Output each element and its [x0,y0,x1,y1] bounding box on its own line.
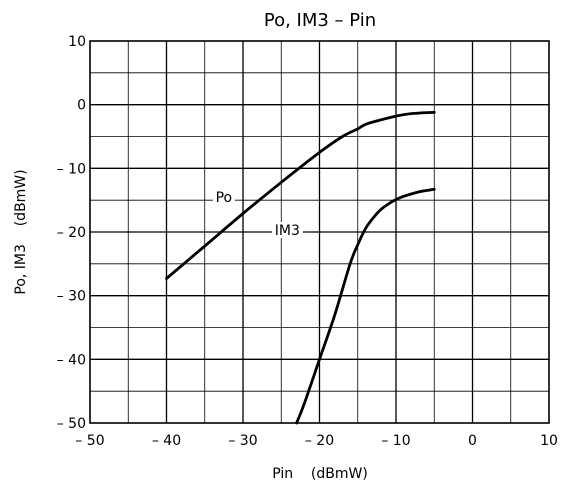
y-tick-label: – 20 [57,225,86,241]
y-tick-label: 10 [68,34,86,50]
plot-frame [89,40,550,424]
x-tick-label: 0 [468,433,477,449]
series-lines [165,110,436,425]
y-tick-label: 0 [77,98,86,114]
y-tick-labels: 10 0 – 10 – 20 – 30 – 40 – 50 [57,34,86,432]
x-tick-label: 10 [540,433,558,449]
series-labels: Po IM3 [212,188,303,239]
x-tick-label: – 30 [228,433,257,449]
series-label-bg [212,188,235,205]
x-tick-label: – 20 [305,433,334,449]
y-axis-label: Po, IM3 (dBmW) [13,169,29,294]
series-label-im3: IM3 [275,223,300,239]
series-line-im3 [295,187,436,425]
series-line-po [165,110,436,280]
chart-title: Po, IM3 – Pin [264,10,376,31]
y-tick-label: – 40 [57,352,86,368]
y-tick-label: – 10 [57,161,86,177]
major-gridlines [90,41,549,423]
x-tick-label: – 40 [152,433,181,449]
x-axis-label: Pin (dBmW) [272,466,368,482]
x-tick-label: – 10 [381,433,410,449]
y-tick-label: – 50 [57,416,86,432]
series-label-po: Po [216,190,233,206]
x-tick-labels: – 50 – 40 – 30 – 20 – 10 0 10 [75,433,558,449]
y-tick-label: – 30 [57,289,86,305]
series-label-bg [271,222,303,238]
x-tick-label: – 50 [75,433,104,449]
